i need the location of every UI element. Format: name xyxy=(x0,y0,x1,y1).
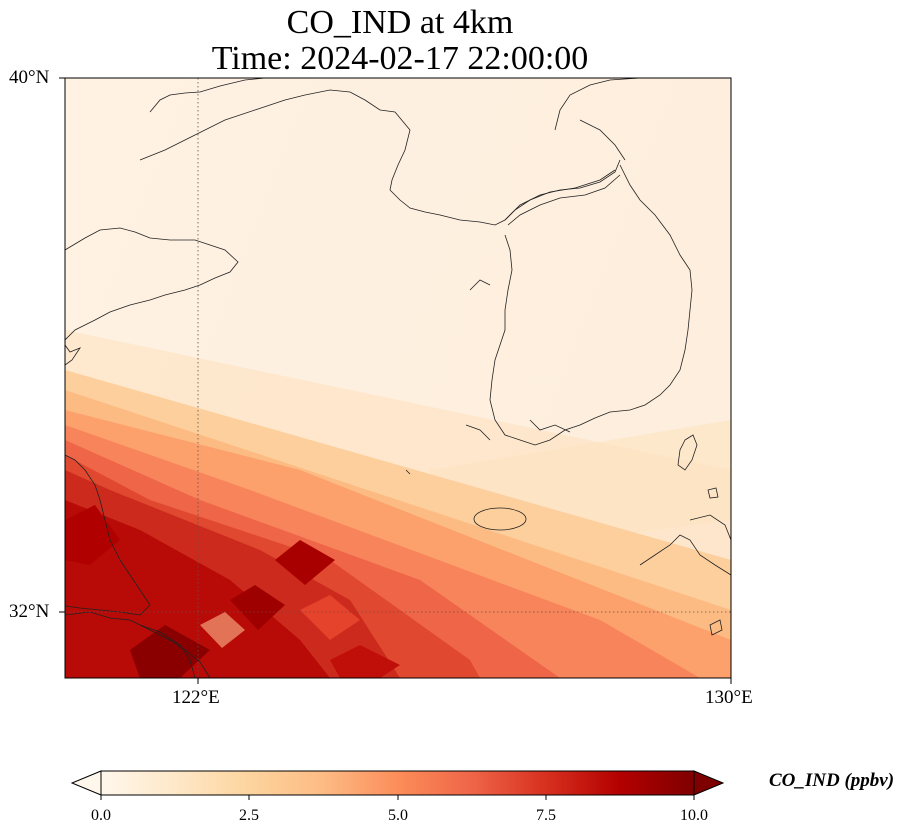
lat-tick-32n: 32°N xyxy=(9,601,50,622)
map-title-line1: CO_IND at 4km xyxy=(286,4,514,41)
colorbar-label: CO_IND (ppbv) xyxy=(769,770,895,791)
colorbar xyxy=(70,770,725,800)
colorbar-tick-2: 5.0 xyxy=(388,807,408,824)
map-frame xyxy=(64,77,732,679)
lon-tick-130e: 130°E xyxy=(705,687,753,708)
coastlines xyxy=(65,78,731,678)
lat-tick-40n: 40°N xyxy=(9,67,50,88)
colorbar-tick-3: 7.5 xyxy=(536,807,556,824)
tick-marks xyxy=(59,77,732,684)
gridlines xyxy=(65,78,731,678)
colorbar-tick-1: 2.5 xyxy=(239,807,259,824)
colorbar-tick-0: 0.0 xyxy=(91,807,111,824)
map-title-line2: Time: 2024-02-17 22:00:00 xyxy=(211,40,589,77)
lon-tick-122e: 122°E xyxy=(172,687,220,708)
colorbar-tick-4: 10.0 xyxy=(680,807,708,824)
concentration-field xyxy=(65,78,731,678)
